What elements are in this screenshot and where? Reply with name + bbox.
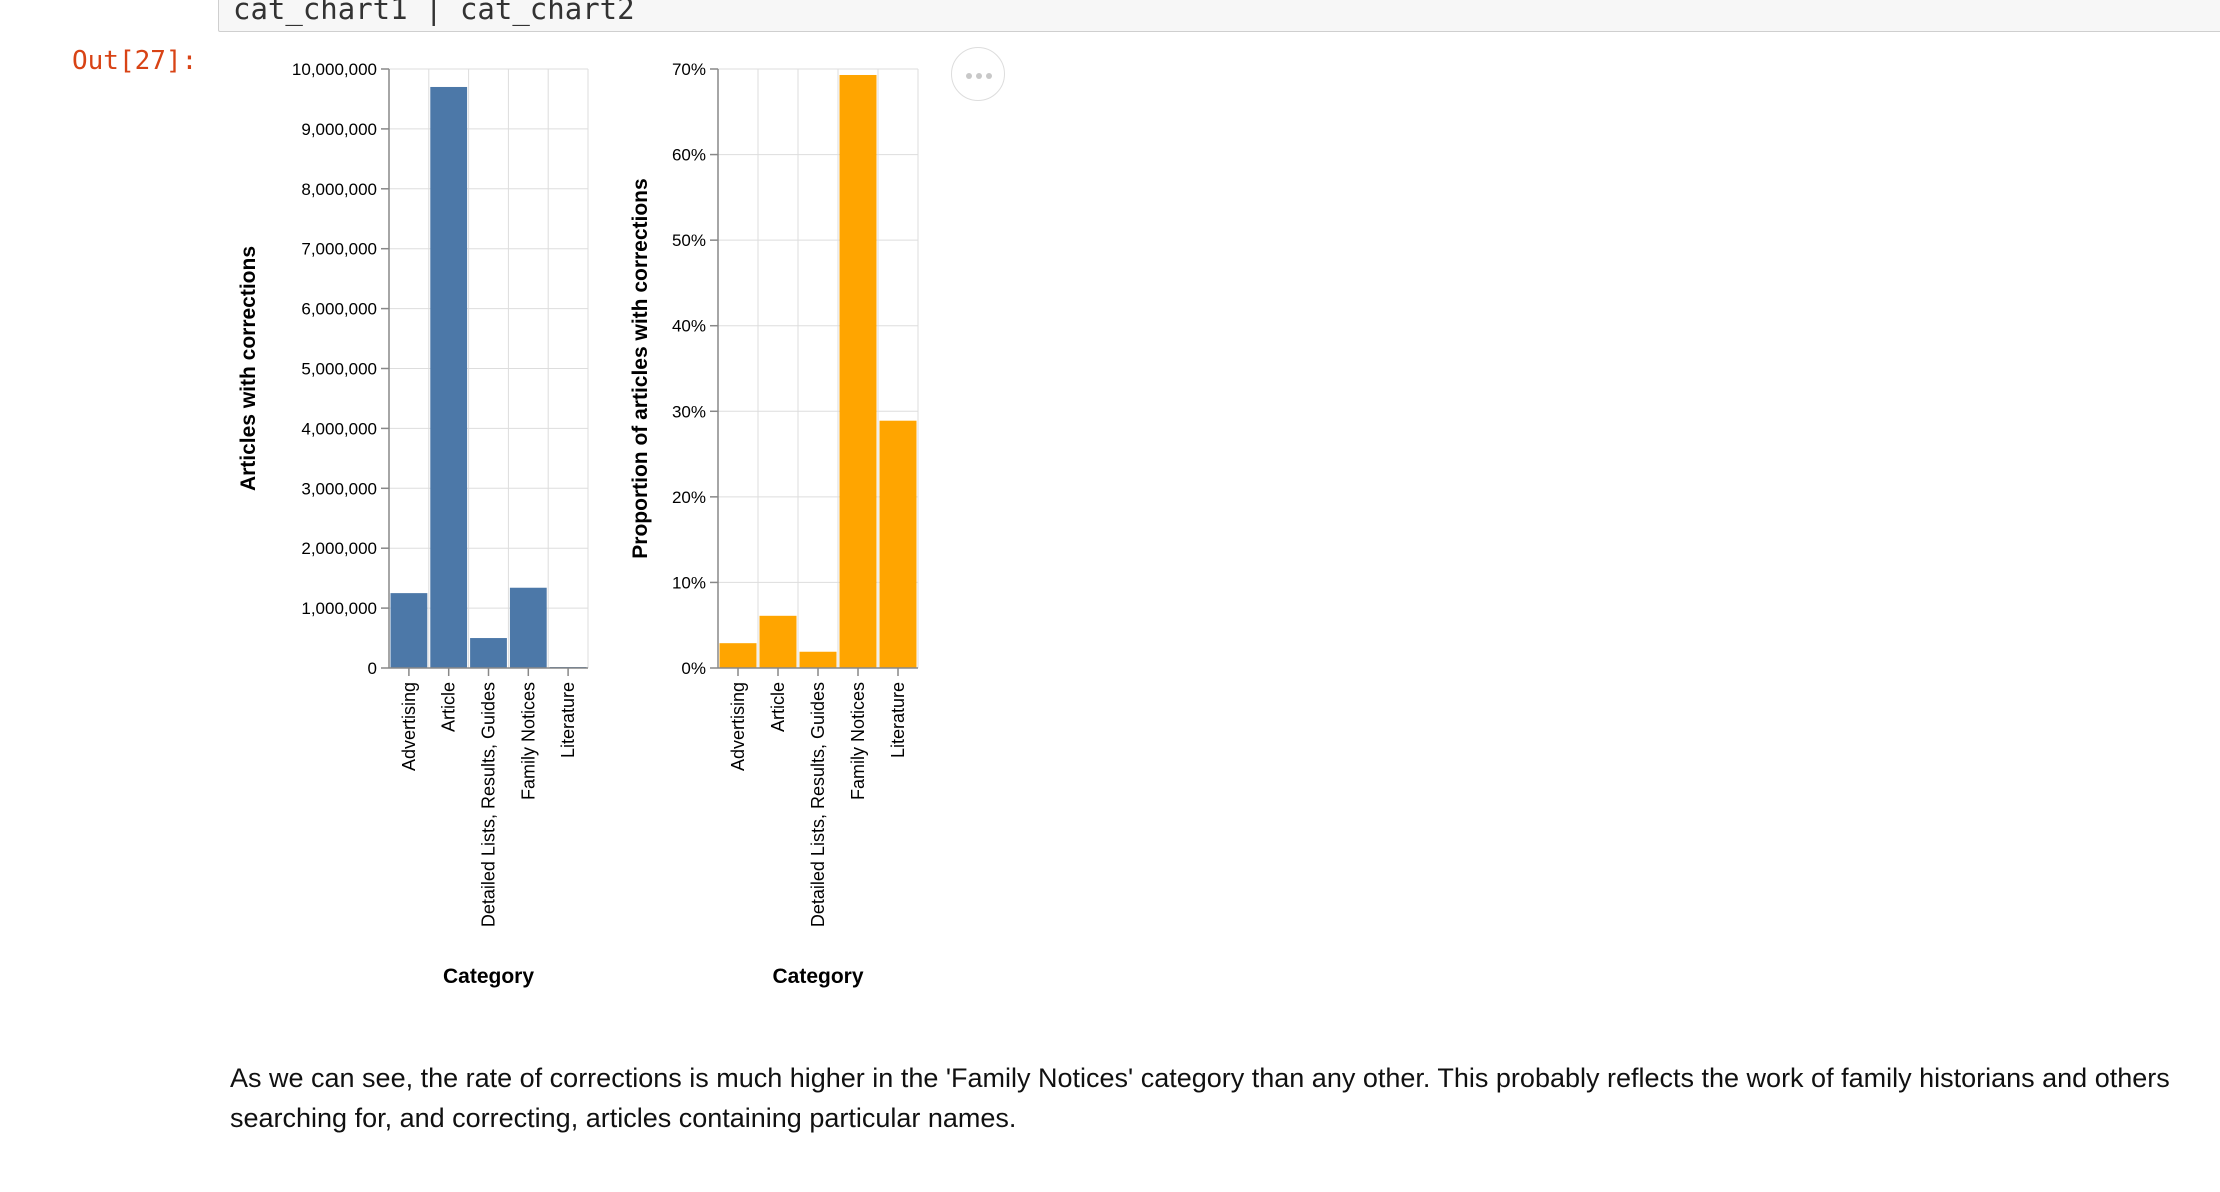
- chart1-bar-1: [430, 86, 468, 669]
- chart2-bar-4: [879, 420, 917, 668]
- ellipsis-icon: [986, 73, 992, 79]
- chart2-y-axis-title: Proportion of articles with corrections: [629, 178, 652, 558]
- chart2-ytick-label: 0%: [681, 659, 706, 678]
- chart2-bar-0: [719, 643, 757, 668]
- chart-output: 0 1,000,000 2,000,000 3,000,000 4,000,000 5,0…: [237, 60, 919, 988]
- chart1-ytick-label: 1,000,000: [301, 599, 377, 618]
- code-text: cat_chart1 | cat_chart2: [233, 0, 635, 26]
- chart1-xtick-label: Literature: [558, 682, 578, 758]
- chart2-ytick-label: 10%: [672, 573, 706, 592]
- chart1-bar-0: [390, 593, 428, 668]
- chart1-ytick-label: 0: [368, 659, 377, 678]
- chart2-bar-1: [759, 615, 797, 668]
- chart2-ytick-label: 30%: [672, 402, 706, 421]
- chart1-ytick-label: 10,000,000: [292, 60, 377, 79]
- chart1-ytick-label: 8,000,000: [301, 180, 377, 199]
- chart1-xtick-label: Family Notices: [518, 682, 538, 800]
- chart1-xtick-label: Detailed Lists, Results, Guides: [479, 682, 499, 927]
- chart2-ytick-label: 40%: [672, 317, 706, 336]
- chart2-xtick-label: Article: [768, 682, 788, 732]
- chart1-ytick-label: 2,000,000: [301, 539, 377, 558]
- chart1-bar-2: [470, 638, 507, 668]
- chart2-ytick-label: 60%: [672, 146, 706, 165]
- chart2-xtick-label: Literature: [888, 682, 908, 758]
- chart1-ytick-label: 9,000,000: [301, 120, 377, 139]
- ellipsis-icon: [966, 73, 972, 79]
- chart1-ytick-label: 7,000,000: [301, 240, 377, 259]
- chart1-ytick-label: 5,000,000: [301, 360, 377, 379]
- code-cell[interactable]: cat_chart1 | cat_chart2: [218, 0, 2220, 32]
- chart2-xtick-label: Detailed Lists, Results, Guides: [808, 682, 828, 927]
- chart2-xtick-label: Family Notices: [848, 682, 868, 800]
- chart1-ytick-label: 6,000,000: [301, 300, 377, 319]
- narrative-paragraph: As we can see, the rate of corrections i…: [230, 1063, 2170, 1133]
- chart2-x-axis-title: Category: [772, 965, 863, 988]
- chart2-ytick-label: 70%: [672, 60, 706, 79]
- ellipsis-icon: [976, 73, 982, 79]
- chart-actions-menu-button[interactable]: [951, 47, 1005, 101]
- chart1-ytick-label: 4,000,000: [301, 419, 377, 438]
- chart2-bar-2: [799, 651, 837, 668]
- chart1-x-axis-title: Category: [443, 965, 534, 988]
- chart2-xtick-label: Advertising: [728, 682, 748, 771]
- chart1-bar-3: [509, 587, 547, 668]
- chart1-y-axis-title: Articles with corrections: [237, 246, 260, 491]
- output-prompt: Out[27]:: [72, 46, 198, 76]
- chart1-xtick-label: Article: [439, 682, 459, 732]
- chart1-ytick-label: 3,000,000: [301, 479, 377, 498]
- chart1-xtick-label: Advertising: [399, 682, 419, 771]
- chart2-ytick-label: 20%: [672, 488, 706, 507]
- chart2-ytick-label: 50%: [672, 231, 706, 250]
- chart2-bar-3: [839, 74, 877, 669]
